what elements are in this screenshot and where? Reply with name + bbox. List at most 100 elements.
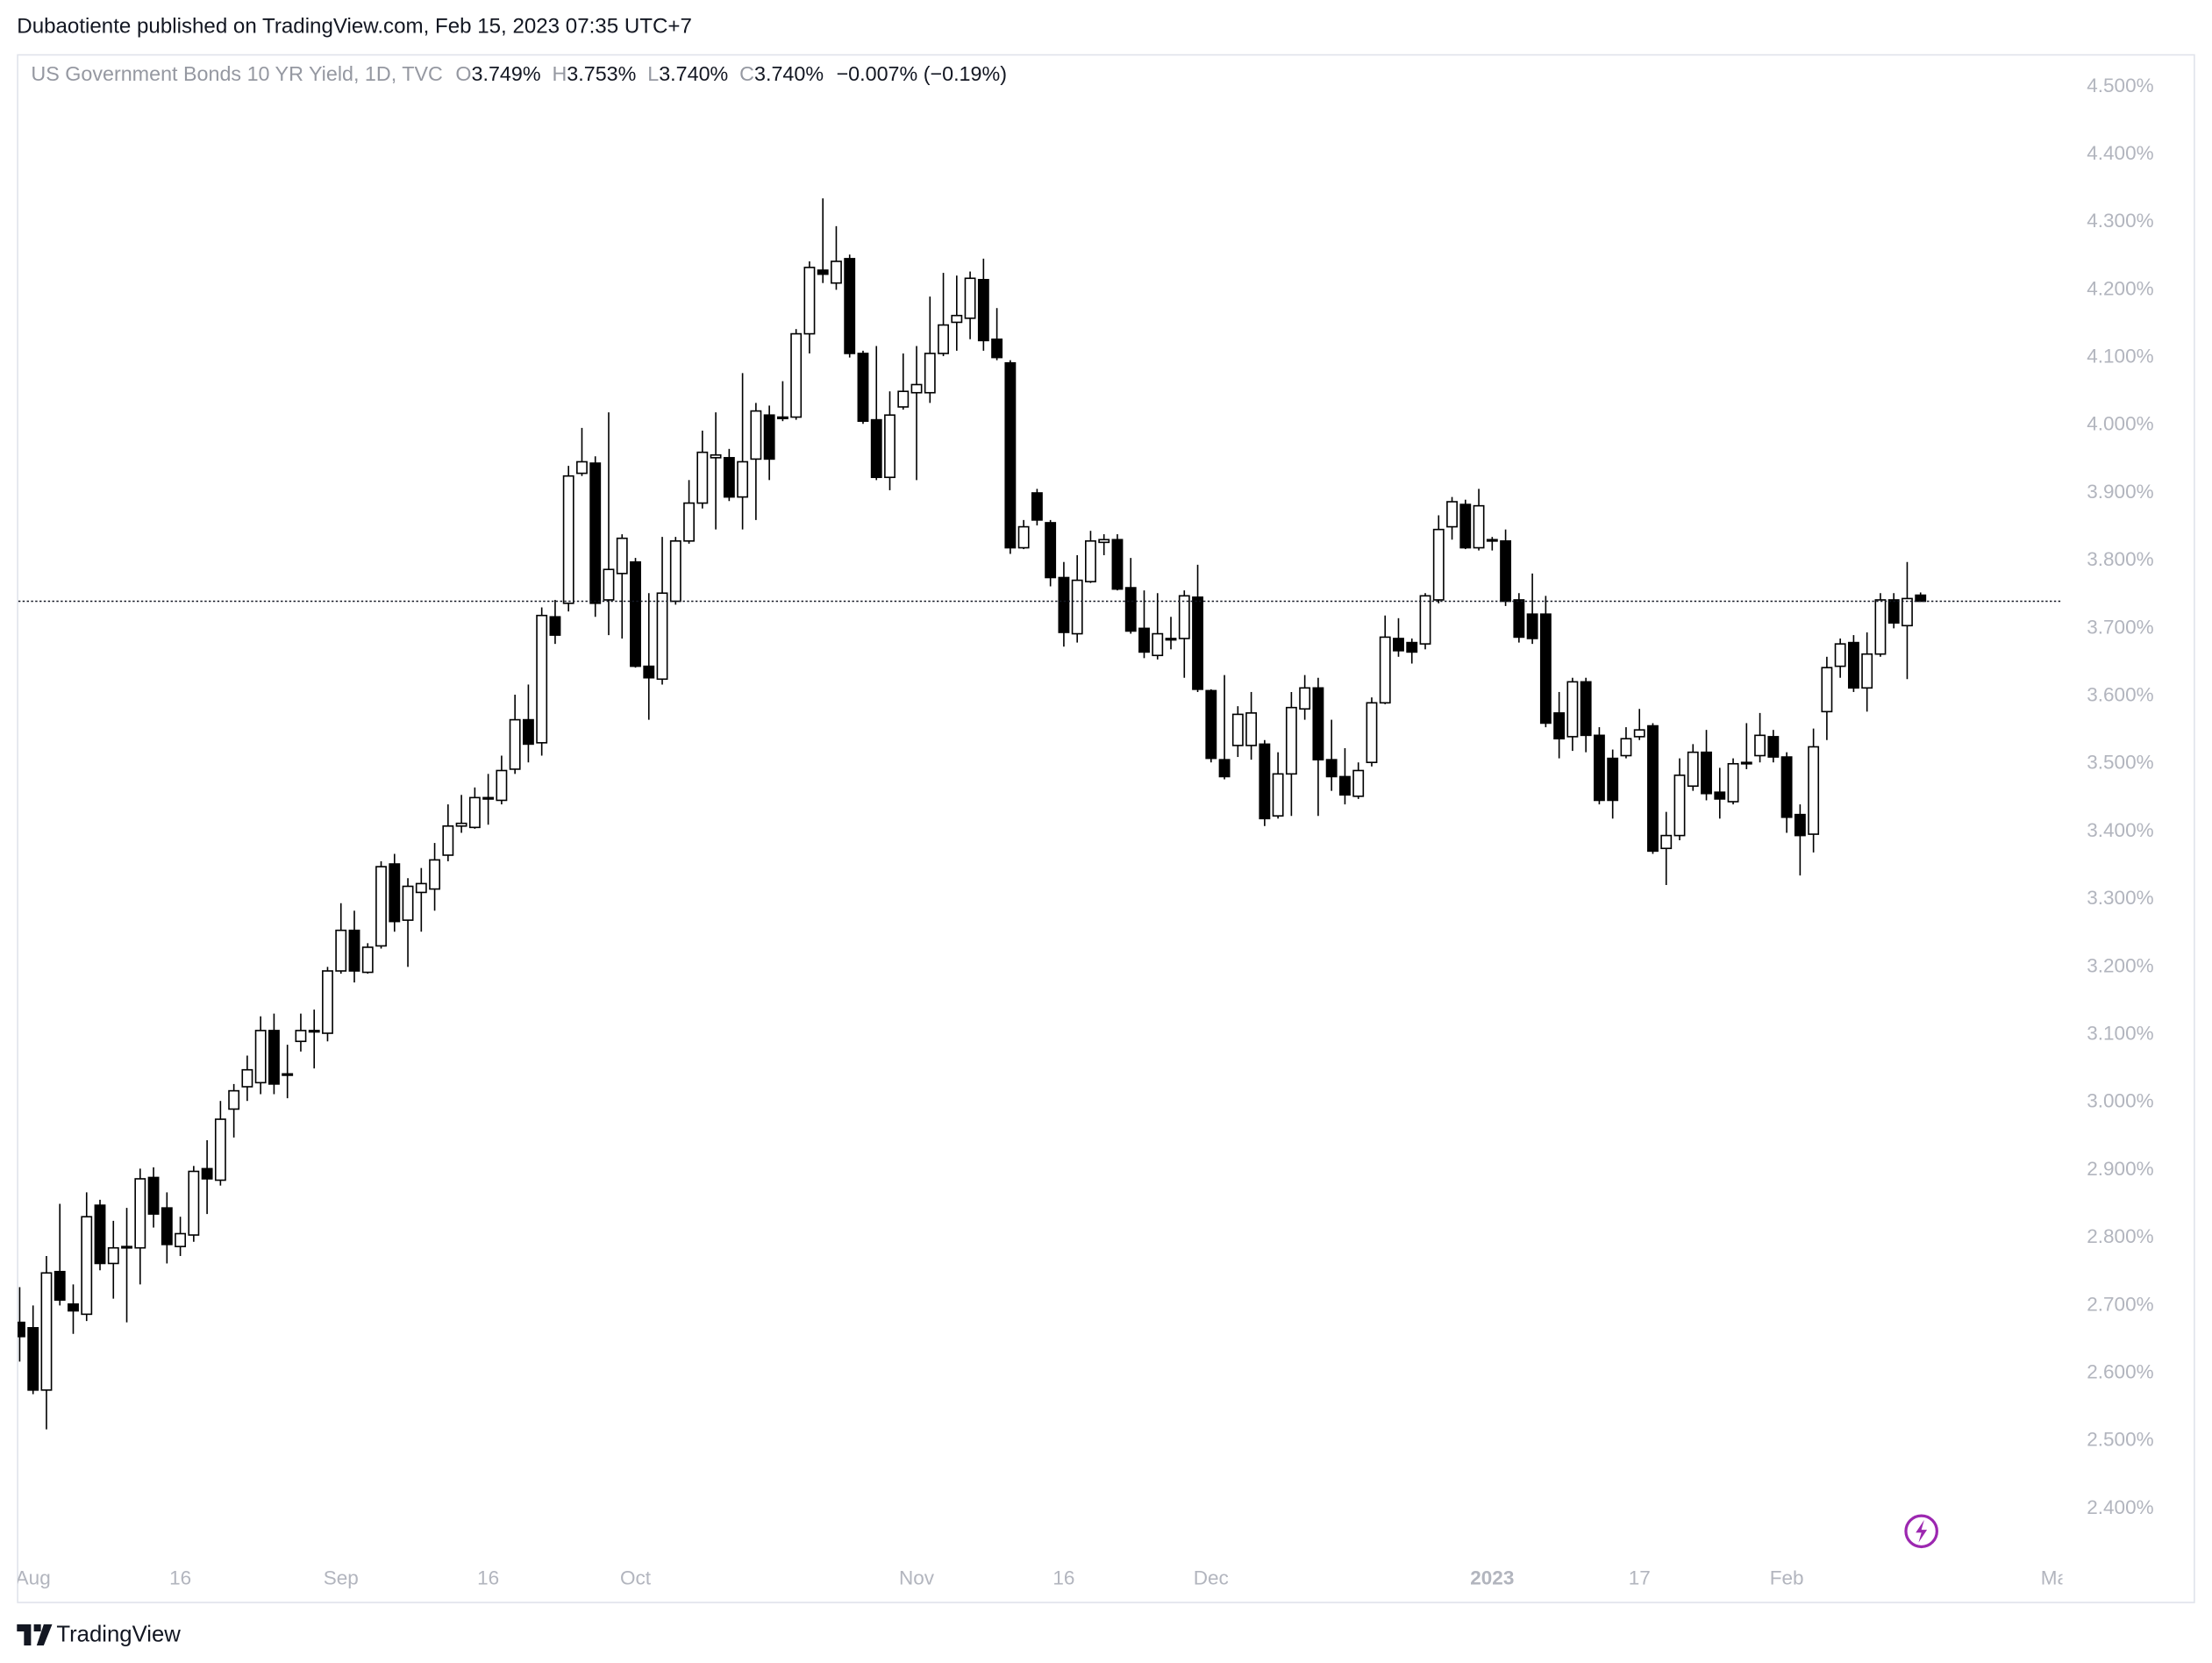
candle-body <box>348 929 360 972</box>
candle-body <box>402 885 414 921</box>
logo-mark <box>17 1624 53 1646</box>
candle-body <box>1071 579 1083 635</box>
candle-body <box>1714 791 1726 800</box>
candle-body <box>188 1170 200 1236</box>
candle-body <box>1446 501 1458 528</box>
candle-body <box>776 416 788 419</box>
candle-body <box>1124 587 1137 632</box>
candle-body <box>1459 503 1472 549</box>
candle-body <box>361 946 374 974</box>
candle-body <box>1740 761 1752 765</box>
candle-body <box>455 822 467 827</box>
candle-body <box>964 277 976 319</box>
candle-body <box>522 718 534 746</box>
candle-body <box>81 1216 93 1316</box>
candle-body <box>1593 734 1605 802</box>
candle-body <box>977 279 989 342</box>
y-tick-label: 4.400% <box>2087 142 2153 164</box>
candle-body <box>870 418 882 479</box>
candle-body <box>1165 638 1177 641</box>
candle-body <box>107 1246 119 1265</box>
candle-body <box>201 1167 213 1180</box>
candle-body <box>1902 597 1913 627</box>
candle-body <box>1004 361 1017 549</box>
y-tick-label: 4.100% <box>2087 346 2153 368</box>
candle-body <box>1566 681 1579 738</box>
candle-body <box>857 353 869 422</box>
candle-body <box>938 324 949 354</box>
candle-body <box>1218 759 1231 778</box>
candle-body <box>790 332 803 418</box>
candle-body <box>335 929 347 972</box>
candle-body <box>656 592 668 681</box>
candle-body <box>308 1030 320 1033</box>
candle-body <box>831 261 842 284</box>
candle-body <box>536 614 548 744</box>
candle-body <box>161 1207 173 1245</box>
candle-body <box>429 859 441 890</box>
candle-body <box>897 390 910 408</box>
candle-body <box>1486 539 1498 542</box>
candle-body <box>1085 539 1096 582</box>
candle-body <box>134 1178 146 1249</box>
legend-label: H <box>552 62 567 85</box>
candle-body <box>1098 539 1110 544</box>
candle-body <box>1874 599 1887 655</box>
x-tick-label: Ma <box>2041 1567 2069 1588</box>
candle-body <box>576 460 588 475</box>
candle-body <box>1861 653 1873 689</box>
candle-body <box>1915 594 1927 603</box>
legend-value: 3.753% <box>567 62 636 85</box>
candle-body <box>1058 576 1070 633</box>
candle-body <box>1272 773 1284 817</box>
candle-body <box>1754 734 1766 757</box>
y-tick-label: 3.500% <box>2087 752 2153 774</box>
candle-body <box>40 1272 53 1391</box>
candle-body <box>1660 834 1673 850</box>
legend-value: 3.740% <box>754 62 824 85</box>
alert-bolt <box>1916 1519 1928 1543</box>
x-tick-label: Oct <box>620 1567 652 1588</box>
legend-value: 3.740% <box>659 62 728 85</box>
candle-body <box>1419 595 1431 645</box>
candle-body <box>1245 712 1258 746</box>
y-tick-label: 3.900% <box>2087 481 2153 503</box>
candle-body <box>1231 713 1244 746</box>
legend-value: 3.749% <box>472 62 541 85</box>
candle-body <box>1647 724 1659 853</box>
candle-body <box>1821 667 1833 713</box>
candle-body <box>603 568 615 601</box>
candle-body <box>669 539 681 603</box>
candle-body <box>94 1204 106 1265</box>
candle-body <box>616 537 628 575</box>
x-tick-label: 16 <box>1052 1567 1074 1588</box>
candle-body <box>884 414 896 479</box>
candle-body <box>643 665 655 679</box>
candle-body <box>1152 632 1164 657</box>
legend-label: O <box>455 62 471 85</box>
publisher-line: Dubaotiente published on TradingView.com… <box>17 15 692 39</box>
x-tick-label: Dec <box>1194 1567 1229 1588</box>
x-axis: Aug 16 Sep 16 Oct Nov 16 Dec 2023 17 Feb Ma <box>18 1567 2069 1588</box>
candle-body <box>630 560 641 667</box>
y-tick-label: 3.100% <box>2087 1023 2153 1045</box>
legend-label: C <box>739 62 754 85</box>
chart-legend: US Government Bonds 10 YR Yield, 1D, TVC… <box>31 62 1007 85</box>
candle-body <box>482 796 495 800</box>
y-tick-label: 3.800% <box>2087 548 2153 570</box>
candle-body <box>415 882 427 894</box>
candle-body <box>1192 596 1203 690</box>
candle-body <box>589 462 602 604</box>
candle-body <box>1406 641 1418 653</box>
candle-body <box>1620 738 1632 757</box>
candle-body <box>1553 712 1566 740</box>
x-tick-label: 2023 <box>1470 1567 1514 1588</box>
candle-body <box>268 1030 280 1085</box>
candle-body <box>750 410 762 460</box>
y-tick-label: 4.500% <box>2087 75 2153 96</box>
candle-body <box>1808 746 1820 835</box>
footer-logo: TradingView <box>17 1623 181 1647</box>
candle-body <box>322 970 333 1034</box>
candle-body <box>1352 769 1365 797</box>
candle-body <box>1338 775 1351 796</box>
